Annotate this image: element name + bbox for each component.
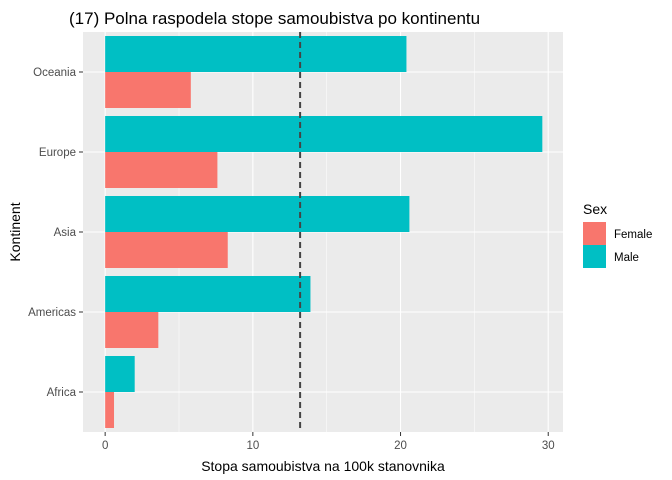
bar-female-oceania [105, 72, 191, 108]
y-tick-label: Africa [47, 387, 77, 399]
y-tick-label: Oceania [33, 67, 76, 79]
legend-label-female: Female [614, 229, 652, 241]
legend-swatch-female [583, 222, 606, 245]
x-tick-label: 0 [102, 440, 108, 452]
bar-female-europe [105, 152, 218, 188]
bar-male-americas [105, 276, 311, 312]
y-tick-label: Europe [39, 147, 76, 159]
bar-male-oceania [105, 36, 407, 72]
legend-swatch-male [583, 245, 606, 268]
legend-label-male: Male [614, 252, 639, 264]
legend-items: Female Male [583, 222, 652, 268]
x-axis-ticks: 0 10 20 30 [102, 432, 555, 452]
bar-female-americas [105, 312, 159, 348]
y-axis-ticks: Africa Americas Asia Europe Oceania [28, 67, 83, 399]
x-tick-label: 10 [246, 440, 259, 452]
chart-title: (17) Polna raspodela stope samoubistva p… [69, 9, 480, 28]
x-axis-title: Stopa samoubistva na 100k stanovnika [201, 458, 445, 474]
bar-female-africa [105, 392, 115, 428]
bars [105, 36, 543, 428]
legend-title: Sex [583, 201, 607, 217]
y-tick-label: Americas [28, 307, 76, 319]
legend: Sex Female Male [583, 201, 652, 268]
bar-male-africa [105, 356, 135, 392]
x-tick-label: 30 [542, 440, 555, 452]
bar-male-europe [105, 116, 543, 152]
bar-female-asia [105, 232, 228, 268]
bar-male-asia [105, 196, 410, 232]
y-tick-label: Asia [54, 227, 77, 239]
y-axis-title: Kontinent [7, 202, 23, 261]
x-tick-label: 20 [394, 440, 407, 452]
